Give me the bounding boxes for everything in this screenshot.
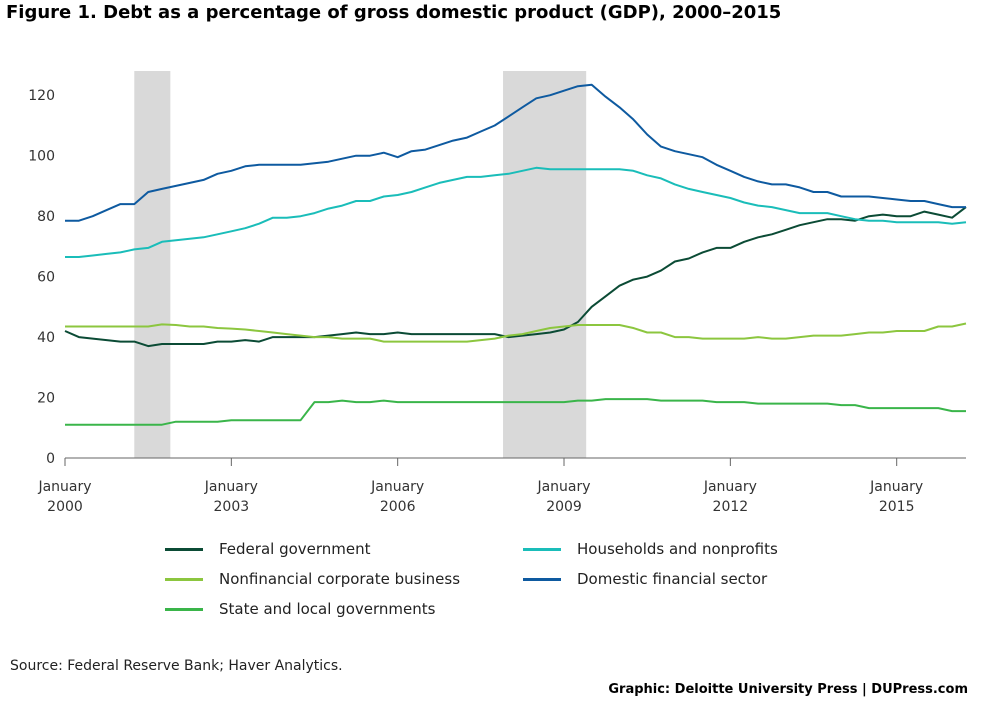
x-tick-label: 2006 xyxy=(380,499,416,515)
legend-item: Domestic financial sector xyxy=(523,570,767,588)
recession-band xyxy=(503,71,587,458)
legend: Federal government Nonfinancial corporate… xyxy=(165,540,865,640)
series-line-federal-government xyxy=(64,206,967,348)
recession-bands xyxy=(134,71,587,458)
legend-swatch xyxy=(523,577,561,581)
legend-label: Domestic financial sector xyxy=(577,570,768,588)
x-tick-label: January xyxy=(869,479,923,495)
recession-band xyxy=(134,71,171,458)
x-tick-label: January xyxy=(536,479,590,495)
series-line-nonfinancial-corporate-business xyxy=(65,322,967,343)
legend-label: State and local governments xyxy=(219,600,436,618)
x-tick-label: 2000 xyxy=(47,499,83,515)
legend-item: Households and nonprofits xyxy=(523,540,778,558)
source-note: Source: Federal Reserve Bank; Haver Anal… xyxy=(10,658,343,674)
graphic-credit: Graphic: Deloitte University Press | DUP… xyxy=(608,682,968,697)
y-tick-label: 20 xyxy=(37,391,55,407)
legend-swatch xyxy=(165,547,203,551)
legend-item: Federal government xyxy=(165,540,371,558)
axes: 0 20 40 60 80 100 120 January 2000 January 2003 Jan… xyxy=(28,88,966,515)
x-tick-label: 2003 xyxy=(214,499,250,515)
series-line-domestic-financial-sector xyxy=(65,83,966,222)
series-lines xyxy=(64,83,967,426)
y-tick-label: 100 xyxy=(28,149,55,165)
legend-item: State and local governments xyxy=(165,600,435,618)
x-tick-label: 2015 xyxy=(879,499,915,515)
y-tick-label: 80 xyxy=(37,209,55,225)
legend-label: Households and nonprofits xyxy=(577,540,778,558)
legend-item: Nonfinancial corporate business xyxy=(165,570,460,588)
y-tick-label: 120 xyxy=(28,88,55,104)
y-tick-label: 40 xyxy=(37,330,55,346)
x-tick-label: January xyxy=(703,479,757,495)
x-tick-label: January xyxy=(204,479,258,495)
series-line-households-and-nonprofits xyxy=(65,166,967,258)
x-tick-label: 2012 xyxy=(713,499,749,515)
x-tick-label: 2009 xyxy=(546,499,582,515)
legend-swatch xyxy=(165,607,203,611)
legend-label: Federal government xyxy=(219,540,371,558)
legend-swatch xyxy=(523,547,561,551)
chart-title: Figure 1. Debt as a percentage of gross … xyxy=(6,2,782,23)
x-tick-label: January xyxy=(370,479,424,495)
series-line-state-and-local-governments xyxy=(65,398,966,426)
legend-swatch xyxy=(165,577,203,581)
x-tick-label: January xyxy=(37,479,91,495)
y-tick-label: 0 xyxy=(46,451,55,467)
line-chart: 0 20 40 60 80 100 120 January 2000 January 2003 Jan… xyxy=(28,71,967,515)
y-tick-label: 60 xyxy=(37,270,55,286)
legend-label: Nonfinancial corporate business xyxy=(219,570,461,588)
